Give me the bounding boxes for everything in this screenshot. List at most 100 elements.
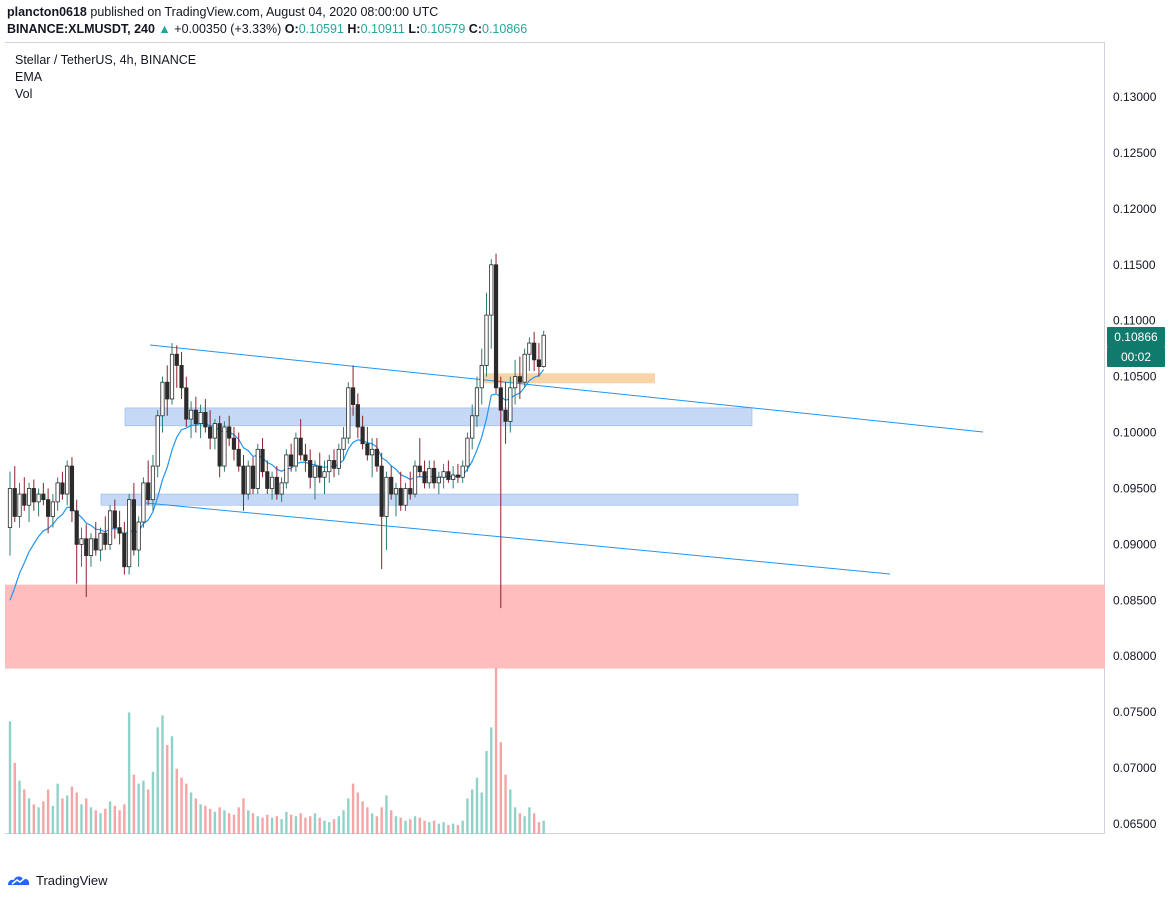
- candle: [493, 253, 499, 394]
- candle: [150, 454, 156, 511]
- price-tick-label: 0.10500: [1113, 370, 1157, 384]
- volume-bar: [127, 712, 131, 834]
- candle: [498, 376, 503, 609]
- candle-body: [322, 471, 327, 478]
- candle-body: [446, 471, 451, 480]
- volume-bar: [532, 813, 536, 834]
- volume-bar: [456, 825, 460, 834]
- candle: [7, 471, 13, 556]
- candle-body: [112, 510, 117, 529]
- volume-bar: [251, 813, 255, 834]
- candle: [236, 432, 241, 472]
- candle: [289, 443, 294, 472]
- candle: [26, 482, 32, 523]
- change-up-icon: ▲: [158, 22, 171, 36]
- candle: [46, 488, 51, 534]
- candle: [112, 499, 117, 539]
- candle-body: [7, 488, 13, 529]
- candle-body: [198, 412, 203, 424]
- candle: [193, 396, 198, 433]
- high-label: H:: [347, 22, 361, 36]
- price-chart[interactable]: 0.13000 0.12500 0.12000 0.11500 0.11000 0.105…: [5, 43, 1170, 843]
- candle: [512, 359, 518, 405]
- candle: [422, 460, 427, 489]
- candle: [84, 524, 89, 597]
- candle-body: [127, 499, 132, 568]
- candle-body: [250, 465, 256, 489]
- candle: [446, 460, 451, 483]
- candle: [427, 460, 432, 489]
- candle: [536, 343, 542, 377]
- candle: [227, 415, 232, 446]
- volume-bar: [447, 825, 450, 834]
- candle: [336, 443, 341, 476]
- change-value: +0.00350 (+3.33%): [174, 22, 282, 36]
- volume-bar: [261, 817, 264, 834]
- volume-bar: [142, 780, 145, 834]
- volume-bar: [385, 795, 388, 834]
- volume-bar: [18, 780, 21, 834]
- candle: [322, 460, 327, 495]
- candle: [17, 482, 22, 528]
- volume-bar: [475, 777, 479, 834]
- candle-body: [331, 460, 337, 469]
- volume-bar: [461, 820, 464, 834]
- volume-bar: [294, 816, 298, 834]
- candle-body: [150, 465, 156, 501]
- volume-bar: [65, 795, 69, 834]
- candle-body: [188, 409, 194, 420]
- candle-body: [246, 465, 251, 495]
- volume-bar: [13, 762, 16, 834]
- volume-bar: [170, 736, 174, 834]
- candle: [255, 443, 260, 495]
- volume-bar: [504, 774, 507, 834]
- candle-body: [241, 465, 246, 495]
- volume-bar: [513, 807, 517, 834]
- candle: [412, 460, 418, 498]
- candle: [179, 352, 184, 399]
- volume-bar: [304, 817, 307, 834]
- trendline: [149, 344, 984, 433]
- candle-body: [470, 415, 475, 439]
- candle: [441, 463, 446, 489]
- legend-ema[interactable]: EMA: [15, 70, 43, 84]
- volume-bar: [51, 805, 55, 834]
- candle-body: [74, 510, 79, 545]
- volume-bar: [189, 792, 193, 834]
- volume-bar: [280, 819, 283, 834]
- candle: [265, 460, 270, 495]
- tradingview-footer[interactable]: TradingView: [6, 872, 108, 888]
- volume-bar: [104, 808, 107, 834]
- price-tick-label: 0.09000: [1113, 537, 1157, 551]
- legend-title[interactable]: Stellar / TetherUS, 4h, BINANCE: [15, 53, 197, 67]
- author-name[interactable]: plancton0618: [7, 5, 87, 19]
- candle: [327, 454, 332, 483]
- candle: [331, 449, 337, 478]
- volume-bar: [356, 792, 360, 834]
- candle: [160, 376, 165, 433]
- volume-bar: [485, 751, 488, 834]
- candle-body: [493, 264, 499, 389]
- volume-bar: [542, 820, 545, 834]
- candle-body: [346, 387, 351, 439]
- volume-bar: [432, 820, 436, 834]
- candle-body: [274, 476, 279, 495]
- volume-bar: [409, 819, 412, 834]
- candle-body: [17, 493, 22, 517]
- volume-bar: [370, 813, 374, 834]
- volume-bar: [266, 814, 269, 834]
- candle-body: [155, 415, 160, 467]
- volume-bar: [442, 822, 445, 834]
- candle-body: [512, 376, 518, 389]
- candle: [174, 345, 179, 388]
- candle-body: [46, 499, 51, 517]
- volume-bar: [318, 817, 321, 834]
- candle: [389, 466, 394, 500]
- legend-vol[interactable]: Vol: [15, 87, 33, 101]
- candle: [465, 432, 470, 472]
- candle-body: [65, 465, 70, 495]
- candle: [436, 471, 441, 495]
- candle: [431, 460, 437, 489]
- candle: [522, 348, 527, 388]
- close-value: 0.10866: [482, 22, 528, 36]
